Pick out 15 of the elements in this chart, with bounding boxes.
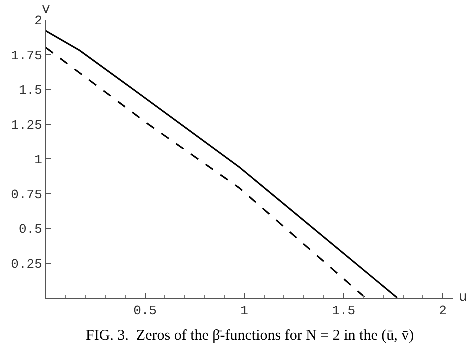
x-tick-label: 2 [439, 304, 447, 319]
y-tick-label: 1.5 [18, 83, 42, 98]
y-tick-label: 1.25 [11, 118, 42, 133]
x-axis-title: u [459, 290, 468, 306]
y-tick-label: 0.5 [18, 222, 42, 238]
y-tick-label: 2 [34, 14, 42, 29]
x-tick-label: 1.5 [332, 304, 356, 319]
y-tick-label: 0.75 [11, 187, 42, 202]
caption: FIG. 3. Zeros of the β̄-functions for N = 2 in the (ū, v̄) [86, 328, 414, 344]
y-axis-title: v [42, 2, 50, 18]
x-tick-label: 0.5 [134, 304, 157, 319]
y-tick-label: 1.75 [11, 48, 42, 64]
x-tick-label: 1 [240, 304, 249, 319]
y-tick-label: 1 [34, 152, 43, 168]
y-tick-label: 0.25 [11, 256, 42, 272]
